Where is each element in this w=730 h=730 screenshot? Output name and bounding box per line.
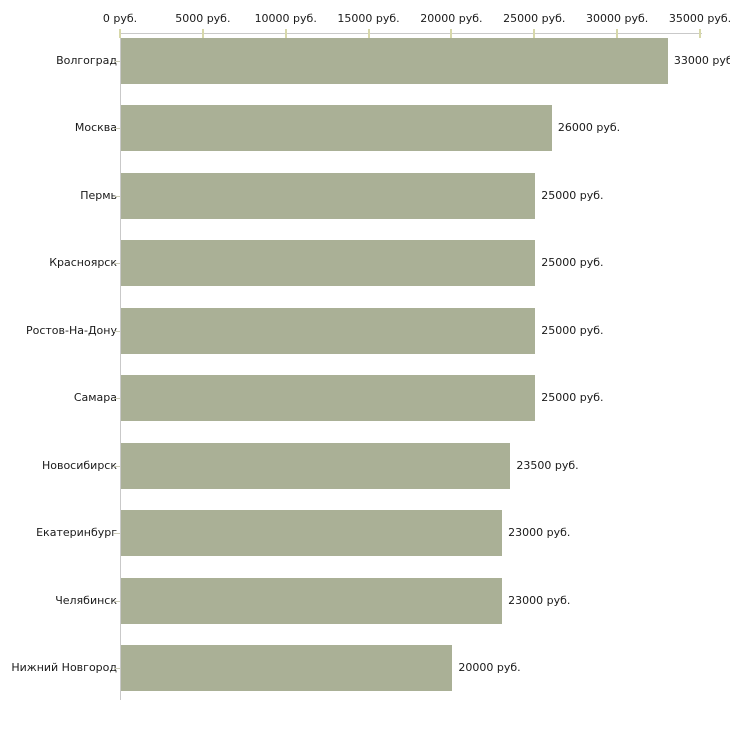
value-label: 23000 руб. [508,526,571,540]
x-axis-tick [450,29,453,38]
bar [121,375,536,422]
bar [121,307,536,354]
x-axis-tick-label: 0 руб. [102,12,138,25]
x-axis-tick [533,29,536,38]
x-axis-tick [284,29,287,38]
value-label: 23500 руб. [516,458,579,472]
y-axis-tick [114,533,120,535]
category-label: Челябинск [55,593,117,607]
value-label: 23000 руб. [508,593,571,607]
x-axis-line [120,33,702,34]
bar [121,577,503,624]
x-axis-tick [616,29,619,38]
y-axis-tick [114,668,120,670]
y-axis-line [120,33,121,700]
y-axis-tick [114,263,120,265]
x-axis-tick-label: 15000 руб. [337,12,400,25]
category-label: Нижний Новгород [11,661,117,675]
bar [121,37,668,84]
value-label: 25000 руб. [541,256,604,270]
y-axis-tick [114,398,120,400]
x-axis-tick [201,29,204,38]
y-axis-tick [114,195,120,197]
bar [121,172,536,219]
bar [121,105,552,152]
value-label: 20000 руб. [458,661,521,675]
value-label: 33000 руб [673,53,730,67]
category-label: Новосибирск [41,458,117,472]
x-axis-tick-label: 5000 руб. [175,12,231,25]
value-label: 25000 руб. [541,323,604,337]
y-axis-tick [114,600,120,602]
value-label: 25000 руб. [541,391,604,405]
bar [121,442,511,489]
category-label: Пермь [80,188,117,202]
x-axis-tick-label: 10000 руб. [254,12,317,25]
bar [121,510,503,557]
category-label: Волгоград [56,53,117,67]
x-axis-tick [367,29,370,38]
x-axis-tick-label: 35000 руб. [668,12,730,25]
x-axis-tick [699,29,701,38]
bar [121,645,453,692]
bar [121,240,536,287]
category-label: Москва [74,121,117,135]
x-axis-tick-label: 25000 руб. [503,12,566,25]
y-axis-tick [114,128,120,130]
category-label: Екатеринбург [36,526,117,540]
value-label: 26000 руб. [557,121,621,135]
x-axis-tick [119,29,121,38]
x-axis-tick-label: 30000 руб. [586,12,649,25]
y-axis-tick [114,330,120,332]
category-label: Ростов-На-Дону [25,323,117,337]
category-label: Самара [73,391,117,405]
x-axis-tick-label: 20000 руб. [420,12,483,25]
category-label: Красноярск [49,256,117,270]
y-axis-tick [114,60,120,62]
value-label: 25000 руб. [541,188,604,202]
y-axis-tick [114,465,120,467]
